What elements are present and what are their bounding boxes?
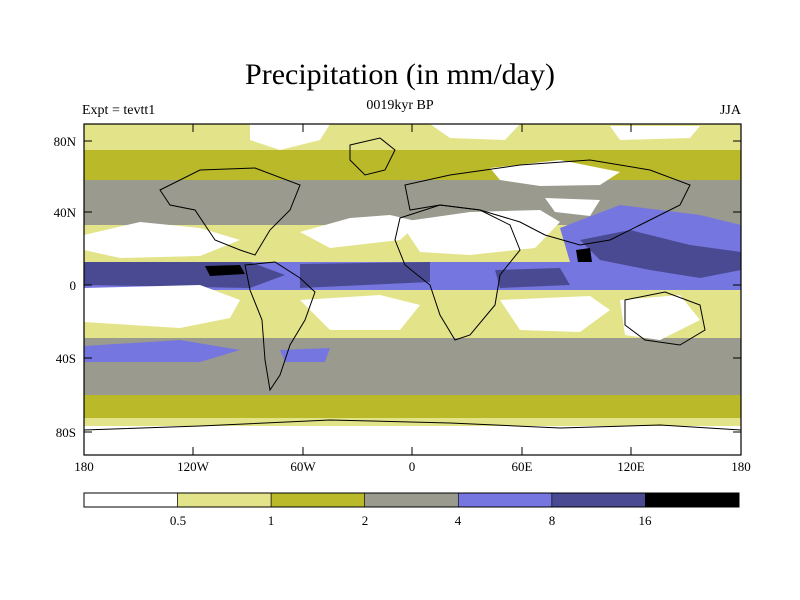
lon-tick-label: 60W xyxy=(290,459,316,474)
dry-sahara xyxy=(400,210,560,255)
max-precip-epac xyxy=(205,265,245,276)
wet-epac xyxy=(84,262,285,288)
dry-arctic xyxy=(430,124,520,140)
precipitation-field xyxy=(84,124,741,455)
colorbar-swatch xyxy=(364,492,459,508)
lon-tick-label: 180 xyxy=(731,459,751,474)
lon-tick-label: 120W xyxy=(177,459,210,474)
colorbar-swatch xyxy=(645,492,740,508)
colorbar: 0.5 1 2 4 8 16 xyxy=(83,492,740,528)
colorbar-swatch xyxy=(177,492,272,508)
dry-australia xyxy=(620,295,700,340)
latitude-axis xyxy=(84,140,741,433)
colorbar-label: 0.5 xyxy=(170,513,186,528)
colorbar-swatch xyxy=(83,492,178,508)
dry-asia xyxy=(490,160,620,186)
colorbar-frame xyxy=(83,492,740,508)
dry-arctic xyxy=(610,126,700,140)
colorbar-label: 1 xyxy=(268,513,275,528)
lat-tick-label: 40S xyxy=(56,351,76,366)
lon-tick-label: 60E xyxy=(512,459,533,474)
dry-mongolia xyxy=(545,198,600,216)
lon-tick-label: 120E xyxy=(617,459,645,474)
map-title: Precipitation (in mm/day) xyxy=(245,58,555,91)
max-precip-bengal xyxy=(576,248,592,262)
colorbar-swatch xyxy=(457,492,553,508)
period-label: 0019kyr BP xyxy=(366,98,434,113)
experiment-label: Expt = tevtt1 xyxy=(82,103,156,118)
colorbar-swatch xyxy=(551,492,646,508)
dry-satlantic xyxy=(300,295,420,330)
season-label: JJA xyxy=(719,103,741,118)
dry-npacific xyxy=(84,222,240,258)
colorbar-swatch xyxy=(270,492,366,508)
wet-southern xyxy=(280,348,330,362)
wet-atlantic xyxy=(300,262,430,288)
coastlines xyxy=(84,137,741,431)
band-antarctic-edge xyxy=(84,418,741,428)
dry-spacific xyxy=(84,285,240,328)
lat-tick-label: 40N xyxy=(54,205,77,220)
wet-southern xyxy=(84,340,240,362)
dry-natlantic xyxy=(300,215,420,248)
lon-tick-label: 180 xyxy=(74,459,94,474)
lon-tick-label: 0 xyxy=(409,459,416,474)
lat-tick-label: 80N xyxy=(54,134,77,149)
colorbar-label: 4 xyxy=(455,513,462,528)
lat-tick-label: 0 xyxy=(70,278,77,293)
colorbar-label: 8 xyxy=(549,513,556,528)
lat-tick-label: 80S xyxy=(56,425,76,440)
dry-arctic xyxy=(250,124,330,150)
band-south-storm xyxy=(84,395,741,420)
dry-sindian xyxy=(500,296,610,332)
colorbar-label: 16 xyxy=(639,513,653,528)
colorbar-label: 2 xyxy=(362,513,369,528)
wet-indian xyxy=(495,268,570,288)
very-wet-westpac xyxy=(580,230,741,278)
longitude-axis xyxy=(83,124,742,455)
